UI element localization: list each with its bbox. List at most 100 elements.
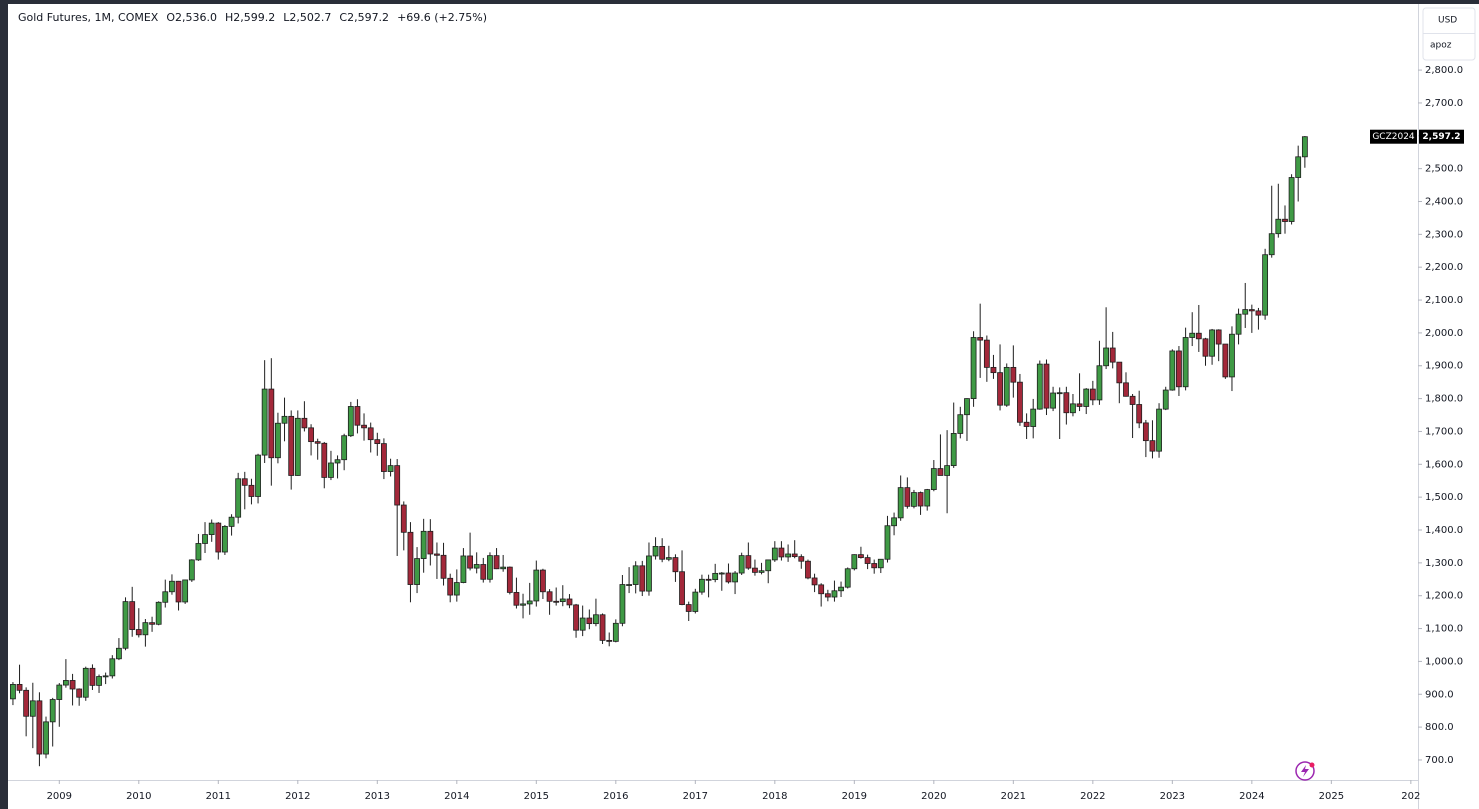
candle-body bbox=[1129, 395, 1136, 405]
candle-body bbox=[513, 592, 520, 606]
scale-label[interactable]: apoz bbox=[1430, 41, 1452, 51]
candle-body bbox=[566, 598, 573, 606]
candle-body bbox=[904, 487, 911, 507]
candle-body bbox=[725, 572, 732, 583]
candle-body bbox=[347, 406, 354, 437]
candle-body bbox=[188, 559, 195, 581]
candle-body bbox=[924, 489, 931, 507]
candle-body bbox=[221, 525, 228, 553]
candle-body bbox=[387, 465, 394, 472]
candle-body bbox=[440, 554, 447, 579]
candle-body bbox=[639, 565, 646, 592]
candle-body bbox=[122, 601, 129, 649]
candle-body bbox=[752, 567, 758, 573]
x-tick-label: 2023 bbox=[1160, 791, 1185, 802]
candle-body bbox=[526, 600, 533, 605]
last-price-label: 2,597.2 bbox=[1422, 132, 1460, 142]
y-tick-label: 1,200.0 bbox=[1425, 591, 1463, 602]
candle-body bbox=[453, 582, 460, 596]
candle-body bbox=[1010, 366, 1017, 383]
y-tick-label: 1,600.0 bbox=[1425, 459, 1463, 470]
candle-body bbox=[997, 372, 1003, 406]
candle-body bbox=[155, 601, 162, 625]
candle-body bbox=[897, 487, 904, 519]
candle-body bbox=[917, 492, 924, 507]
candle-body bbox=[805, 560, 811, 579]
candle-body bbox=[427, 530, 434, 555]
candle-body bbox=[16, 684, 23, 691]
candle-body bbox=[480, 564, 487, 580]
candle-body bbox=[96, 676, 102, 686]
candle-body bbox=[414, 558, 420, 585]
candle-body bbox=[294, 417, 301, 476]
candle-body bbox=[718, 572, 725, 575]
candle-body bbox=[202, 534, 208, 544]
candle-body bbox=[831, 590, 838, 598]
candle-body bbox=[579, 617, 586, 631]
ohlc-value: +69.6 (+2.75%) bbox=[397, 11, 487, 24]
y-tick-label: 900.0 bbox=[1425, 689, 1454, 700]
candle-body bbox=[911, 492, 917, 507]
candle-body bbox=[1275, 218, 1282, 235]
ohlc-value: H2,599.2 bbox=[225, 11, 275, 24]
candle-body bbox=[559, 598, 566, 603]
candle-body bbox=[1109, 347, 1116, 363]
candle-body bbox=[612, 622, 619, 642]
candle-body bbox=[1103, 347, 1110, 367]
candle-body bbox=[116, 647, 122, 660]
candle-body bbox=[891, 517, 897, 527]
y-tick-label: 1,800.0 bbox=[1425, 394, 1463, 405]
x-tick-label: 2016 bbox=[603, 791, 628, 802]
y-tick-label: 1,100.0 bbox=[1425, 624, 1463, 635]
candle-body bbox=[328, 462, 334, 478]
candle-body bbox=[367, 427, 374, 441]
candle-body bbox=[169, 580, 175, 593]
candle-body bbox=[586, 617, 593, 625]
candle-body bbox=[1288, 177, 1295, 222]
x-tick-label: 2018 bbox=[762, 791, 787, 802]
candle-body bbox=[573, 604, 579, 631]
candle-body bbox=[1149, 440, 1156, 452]
candle-body bbox=[798, 556, 805, 562]
ohlc-value: O2,536.0 bbox=[166, 11, 217, 24]
candle-body bbox=[23, 689, 30, 717]
candle-body bbox=[301, 417, 308, 429]
candle-body bbox=[487, 555, 493, 580]
y-tick-label: 1,500.0 bbox=[1425, 492, 1463, 503]
candle-body bbox=[964, 398, 970, 416]
last-price-box bbox=[1419, 129, 1464, 144]
ohlc-value: C2,597.2 bbox=[339, 11, 389, 24]
currency[interactable]: USD bbox=[1438, 16, 1457, 26]
candle-body bbox=[1229, 333, 1235, 378]
x-tick-label: 202 bbox=[1401, 791, 1420, 802]
candle-body bbox=[851, 554, 858, 570]
candle-body bbox=[341, 435, 348, 461]
candle-body bbox=[447, 577, 454, 596]
candle-body bbox=[970, 337, 977, 399]
candle-body bbox=[314, 441, 321, 444]
candle-body bbox=[394, 465, 401, 506]
candle-body bbox=[1248, 309, 1255, 312]
logo bbox=[1295, 761, 1315, 781]
candle-body bbox=[308, 427, 314, 443]
candle-body bbox=[864, 557, 871, 564]
y-tick-label: 2,500.0 bbox=[1425, 164, 1463, 175]
candle-body bbox=[877, 558, 884, 569]
candle-body bbox=[361, 424, 367, 429]
candle-body bbox=[354, 406, 361, 426]
candle-body bbox=[712, 572, 719, 581]
candle-body bbox=[593, 614, 599, 625]
x-tick-label: 2014 bbox=[444, 791, 469, 802]
candle-body bbox=[1063, 392, 1070, 414]
chart-title: Gold Futures, 1M, COMEX bbox=[18, 11, 159, 24]
candle-body bbox=[983, 339, 990, 368]
x-tick-label: 2010 bbox=[126, 791, 151, 802]
y-tick-label: 1,900.0 bbox=[1425, 361, 1463, 372]
x-tick-label: 2022 bbox=[1080, 791, 1105, 802]
candle-body bbox=[599, 614, 606, 641]
candle-body bbox=[606, 639, 613, 642]
candle-body bbox=[1076, 403, 1083, 407]
candle-body bbox=[56, 684, 63, 700]
candle-body bbox=[1202, 338, 1209, 357]
